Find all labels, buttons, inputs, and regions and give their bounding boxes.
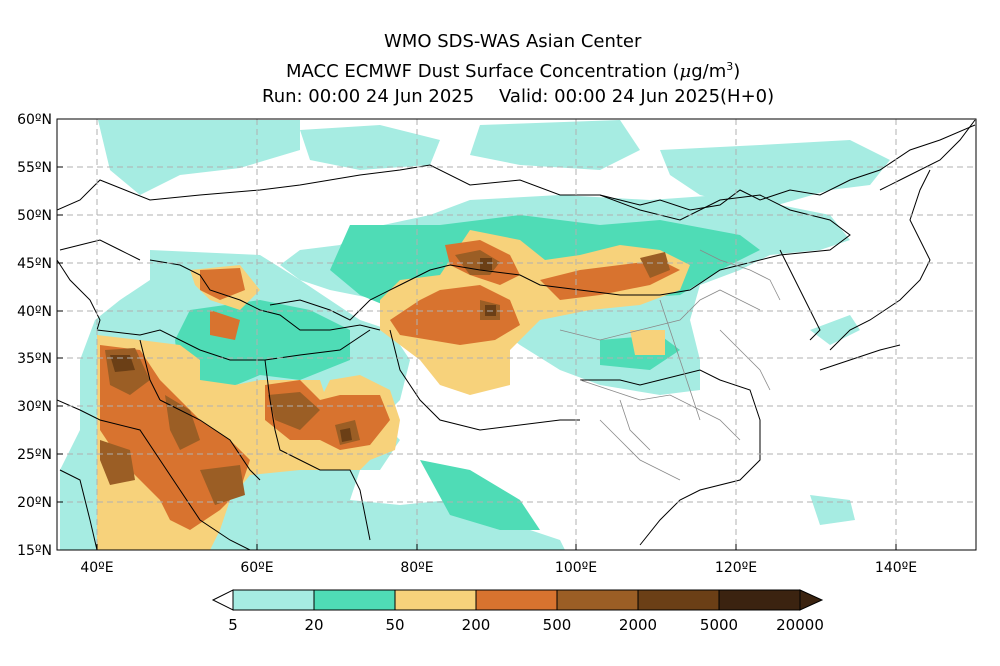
colorbar: 5 20 50 200 500 2000 5000 20000 — [211, 589, 824, 634]
colorbar-label-200: 200 — [462, 616, 491, 634]
colorbar-label-50: 50 — [385, 616, 404, 634]
lat-label-45: 45ºN — [17, 256, 52, 272]
map-frame — [56, 118, 977, 551]
lat-label-40: 40ºN — [17, 304, 52, 320]
lon-label-40: 40ºE — [80, 560, 113, 576]
lat-label-50: 50ºN — [17, 208, 52, 224]
lon-label-140: 140ºE — [875, 560, 917, 576]
colorbar-segment-20-50 — [314, 590, 395, 610]
lon-label-60: 60ºE — [240, 560, 273, 576]
chart-title: WMO SDS-WAS Asian Center — [384, 31, 642, 52]
lon-label-120: 120ºE — [715, 560, 757, 576]
lat-label-60: 60ºN — [17, 112, 52, 128]
colorbar-segment-5-20 — [233, 590, 314, 610]
lat-label-20: 20ºN — [17, 495, 52, 511]
colorbar-label-20: 20 — [304, 616, 323, 634]
lon-label-80: 80ºE — [400, 560, 433, 576]
dust-concentration-field — [60, 120, 890, 550]
lat-label-15: 15ºN — [17, 543, 52, 559]
unit-mu: μ — [679, 61, 692, 82]
run-time: Run: 00:00 24 Jun 2025 — [262, 86, 475, 107]
unit-close: ) — [733, 61, 741, 82]
axis-ticks — [57, 166, 897, 550]
lat-label-30: 30ºN — [17, 399, 52, 415]
lat-label-55: 55ºN — [17, 160, 52, 176]
colorbar-label-5: 5 — [228, 616, 238, 634]
colorbar-label-500: 500 — [543, 616, 572, 634]
colorbar-segment-2000-5000 — [638, 590, 719, 610]
province-boundaries — [559, 249, 781, 481]
colorbar-label-2000: 2000 — [619, 616, 657, 634]
country-borders — [57, 119, 976, 550]
graticule — [57, 119, 976, 550]
colorbar-segment-50-200 — [395, 590, 476, 610]
colorbar-label-20000: 20000 — [776, 616, 824, 634]
unit-g: g/m — [691, 61, 727, 82]
dust-level-2000-5000 — [110, 258, 496, 442]
latitude-labels: 15ºN 20ºN 25ºN 30ºN 35ºN 40ºN 45ºN 50ºN … — [17, 112, 52, 559]
lat-label-25: 25ºN — [17, 447, 52, 463]
lon-label-100: 100ºE — [555, 560, 597, 576]
colorbar-high-arrow — [799, 589, 824, 611]
colorbar-segment-5000-20000 — [719, 590, 800, 610]
colorbar-frame — [232, 589, 801, 611]
colorbar-segment-200-500 — [476, 590, 557, 610]
colorbar-segment-500-2000 — [557, 590, 638, 610]
subtitle-text: MACC ECMWF Dust Surface Concentration ( — [286, 61, 680, 82]
unit-exponent: 3 — [726, 60, 734, 73]
chart-subtitle: MACC ECMWF Dust Surface Concentration (μ… — [286, 60, 740, 82]
colorbar-label-5000: 5000 — [700, 616, 738, 634]
longitude-labels: 40ºE 60ºE 80ºE 100ºE 120ºE 140ºE — [80, 560, 917, 576]
valid-time: Valid: 00:00 24 Jun 2025(H+0) — [499, 86, 775, 107]
colorbar-low-arrow — [211, 589, 234, 611]
lat-label-35: 35ºN — [17, 351, 52, 367]
